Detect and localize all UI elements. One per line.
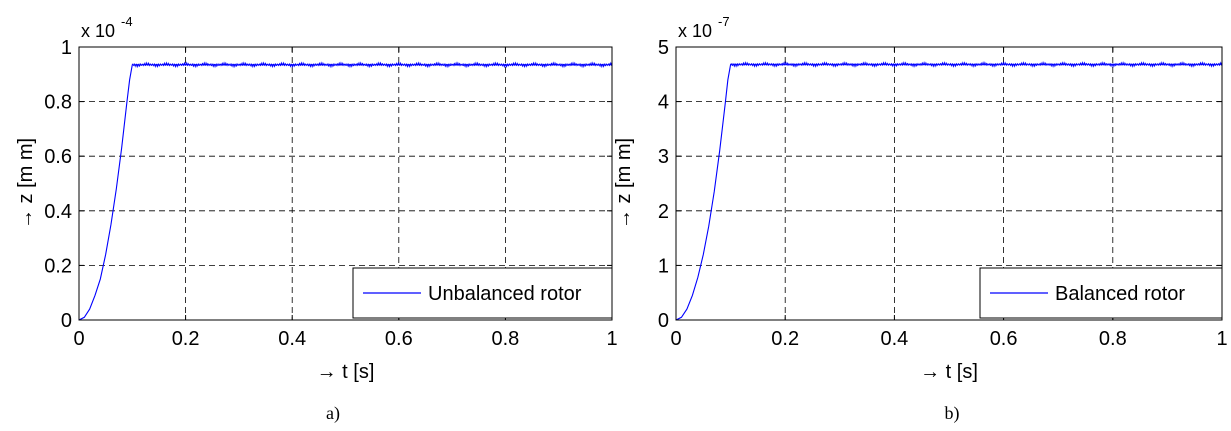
panel-caption: a) bbox=[326, 403, 340, 424]
x-tick-label: 0.8 bbox=[1099, 328, 1127, 350]
y-tick-label: 4 bbox=[658, 92, 669, 114]
x-tick-label: 0.6 bbox=[990, 328, 1018, 350]
axes-box bbox=[78, 46, 613, 321]
series-line-1 bbox=[78, 61, 613, 321]
x-tick-label: 0.4 bbox=[278, 328, 306, 350]
y-axis-label: → z [m m] bbox=[15, 138, 37, 229]
y-tick-label: 0.4 bbox=[44, 201, 72, 223]
panel-caption: b) bbox=[945, 403, 960, 424]
y-tick-label: 5 bbox=[658, 37, 669, 59]
legend: Balanced rotor bbox=[979, 267, 1223, 319]
x-tick-label: 0 bbox=[73, 328, 84, 350]
y-tick-label: 0 bbox=[61, 310, 72, 332]
axes-box bbox=[675, 46, 1223, 321]
x-tick-label: 1 bbox=[1216, 328, 1227, 350]
y-exponent-label: x 10 bbox=[678, 21, 712, 41]
legend: Unbalanced rotor bbox=[352, 267, 613, 319]
chart-panel-2: 0 0.2 0.4 0.6 0.8 1 0 1 2 3 4 5 x 10 -7 → t [s] → z [m … bbox=[613, 14, 1228, 424]
y-tick-label: 2 bbox=[658, 201, 669, 223]
x-tick-label: 0.2 bbox=[172, 328, 200, 350]
y-tick-label: 1 bbox=[61, 37, 72, 59]
y-tick-label: 1 bbox=[658, 255, 669, 277]
series-line-1 bbox=[675, 61, 1223, 321]
y-tick-label: 0.2 bbox=[44, 255, 72, 277]
y-tick-label: 0.6 bbox=[44, 146, 72, 168]
x-tick-label: 0.6 bbox=[385, 328, 413, 350]
x-axis-label: → t [s] bbox=[920, 361, 978, 383]
legend-label: Balanced rotor bbox=[1055, 283, 1185, 305]
y-tick-label: 0 bbox=[658, 310, 669, 332]
x-tick-label: 1 bbox=[606, 328, 617, 350]
x-tick-label: 0.2 bbox=[771, 328, 799, 350]
x-tick-label: 0.8 bbox=[491, 328, 519, 350]
x-tick-label: 0 bbox=[670, 328, 681, 350]
y-tick-label: 0.8 bbox=[44, 92, 72, 114]
x-tick-label: 0.4 bbox=[880, 328, 908, 350]
y-exponent-power: -4 bbox=[121, 14, 133, 29]
y-exponent-label: x 10 bbox=[81, 21, 115, 41]
chart-panel-1: 0 0.2 0.4 0.6 0.8 1 0 0.2 0.4 0.6 0.8 1 x 10 -4 → t [s… bbox=[15, 14, 618, 424]
y-tick-label: 3 bbox=[658, 146, 669, 168]
legend-label: Unbalanced rotor bbox=[428, 283, 582, 305]
y-axis-label: → z [m m] bbox=[613, 138, 635, 229]
x-axis-label: → t [s] bbox=[317, 361, 375, 383]
y-exponent-power: -7 bbox=[718, 14, 730, 29]
